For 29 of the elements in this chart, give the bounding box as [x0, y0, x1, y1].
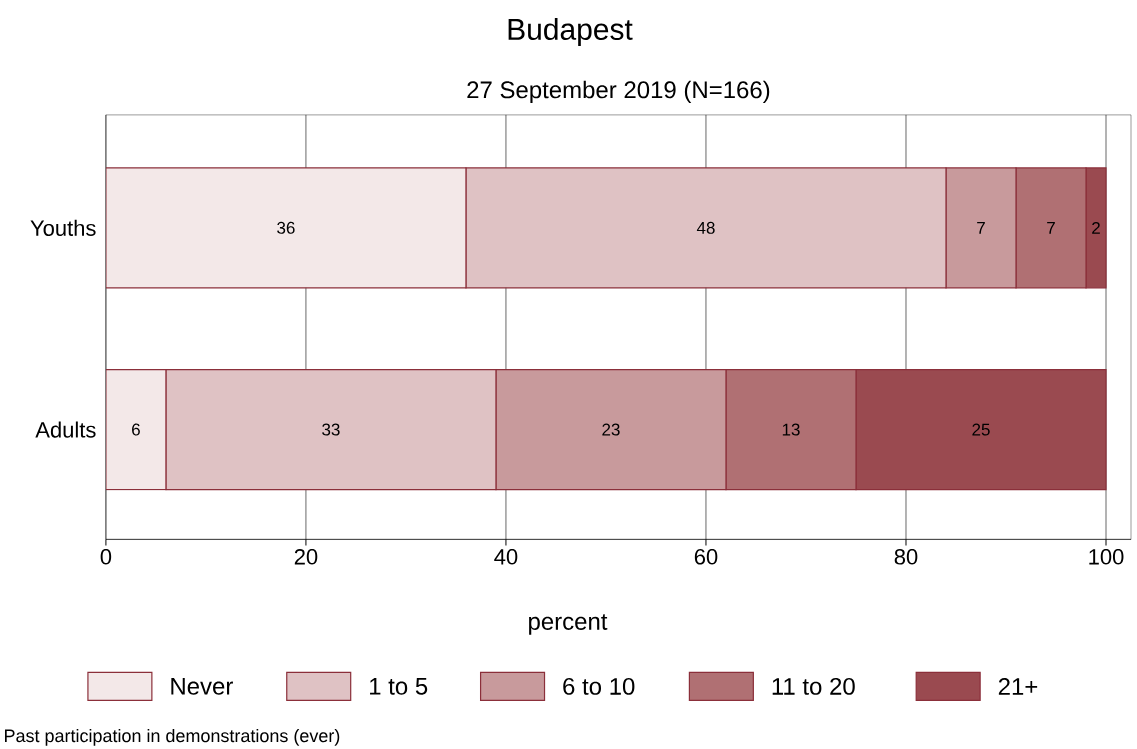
- x-axis-title: percent: [529, 614, 608, 635]
- data-label: 48: [696, 221, 715, 234]
- data-label: 6: [132, 423, 140, 436]
- legend-label: Never: [171, 678, 233, 695]
- legend-label: 21+: [998, 678, 1038, 695]
- legend-label: 11 to 20: [772, 677, 855, 695]
- x-tick-label: 0: [100, 549, 112, 565]
- legend-label: 6 to 10: [563, 677, 635, 695]
- text: Past participation in demonstrations (ever): [5, 728, 340, 746]
- legend-label: 1 to 5: [370, 678, 428, 695]
- data-label: 23: [602, 423, 620, 436]
- x-tick-label: 60: [694, 549, 718, 565]
- data-label: 36: [277, 221, 295, 234]
- y-tick-label: Youths: [30, 219, 96, 236]
- chart-title: Budapest: [508, 17, 633, 46]
- bar: [105, 369, 167, 491]
- data-label: 7: [977, 221, 985, 234]
- data-label: 7: [1047, 221, 1055, 234]
- x-tick-label: 100: [1089, 549, 1124, 565]
- bar: [105, 167, 467, 289]
- x-tick-label: 80: [894, 549, 918, 565]
- data-label: 2: [1092, 221, 1100, 234]
- data-label: 13: [782, 423, 800, 436]
- y-tick-label: Adults: [35, 421, 96, 438]
- x-tick-label: 20: [294, 549, 318, 565]
- x-tick-label: 40: [494, 549, 518, 565]
- chart-subtitle: 27 September 2019 (N=166): [467, 80, 770, 104]
- data-label: 25: [972, 423, 990, 436]
- data-label: 33: [322, 423, 340, 436]
